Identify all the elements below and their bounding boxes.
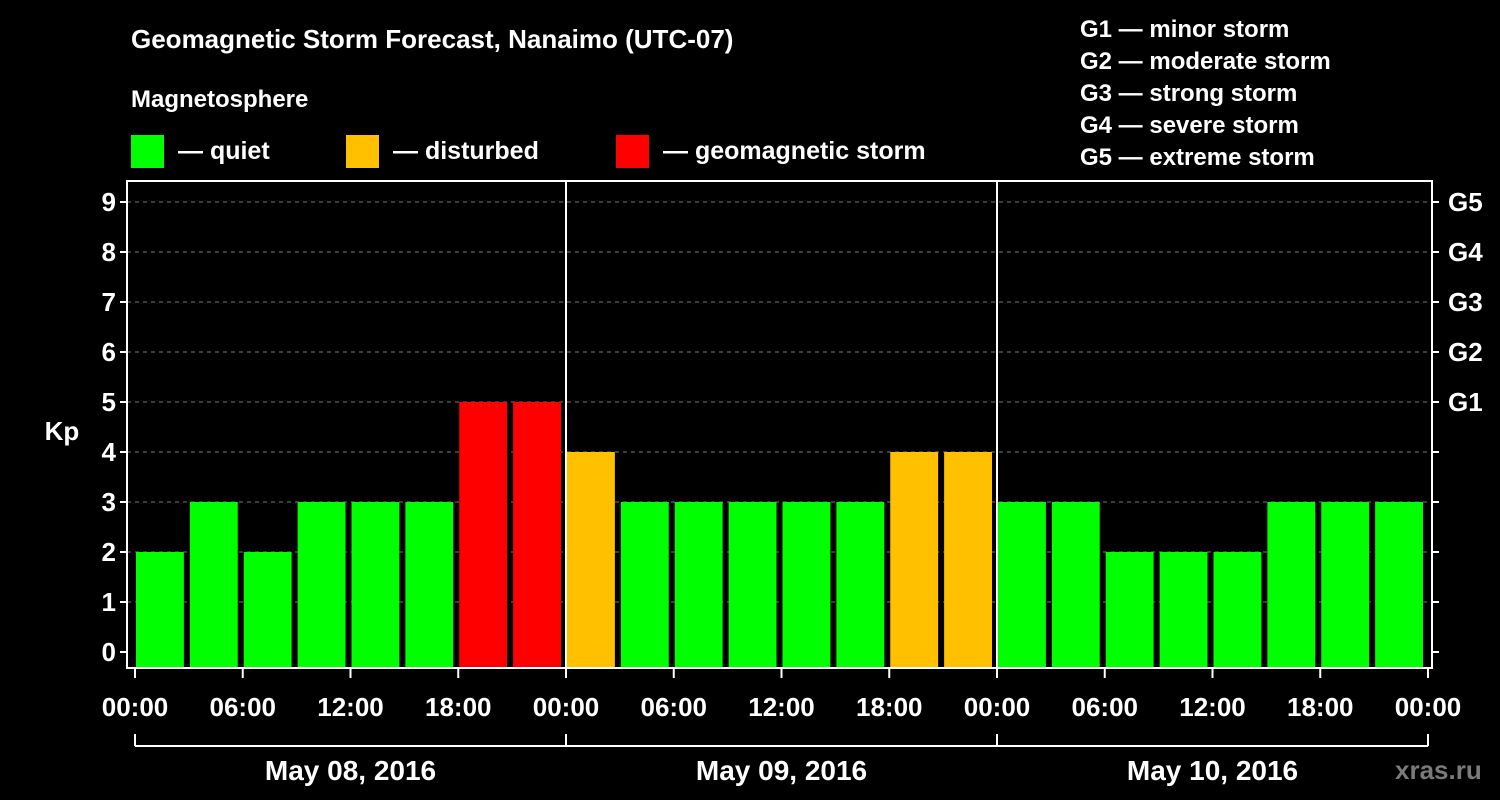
chart-title: Geomagnetic Storm Forecast, Nanaimo (UTC… bbox=[131, 24, 734, 54]
y-tick-label: 8 bbox=[102, 237, 116, 267]
g-scale-item: G3 — strong storm bbox=[1080, 80, 1298, 107]
kp-bar bbox=[1321, 502, 1370, 668]
x-tick-label: 18:00 bbox=[425, 692, 492, 722]
x-tick-label: 00:00 bbox=[964, 692, 1031, 722]
date-label: May 10, 2016 bbox=[1127, 755, 1298, 786]
watermark: xras.ru bbox=[1395, 755, 1482, 785]
y-tick-label: 7 bbox=[102, 287, 116, 317]
kp-bar bbox=[1105, 552, 1154, 668]
x-tick-label: 12:00 bbox=[1179, 692, 1246, 722]
g-scale-item: G1 — minor storm bbox=[1080, 16, 1290, 43]
x-tick-label: 12:00 bbox=[317, 692, 384, 722]
g-level-label: G3 bbox=[1448, 287, 1483, 317]
y-tick-label: 1 bbox=[102, 587, 116, 617]
kp-bar bbox=[944, 452, 992, 668]
kp-bar bbox=[782, 502, 831, 668]
legend-label-storm: — geomagnetic storm bbox=[663, 136, 926, 165]
legend-swatch-disturbed bbox=[346, 134, 379, 168]
kp-bar bbox=[1267, 502, 1316, 668]
x-tick-label: 18:00 bbox=[1287, 692, 1354, 722]
x-tick-label: 06:00 bbox=[210, 692, 277, 722]
g-scale-item: G5 — extreme storm bbox=[1080, 144, 1315, 171]
legend-label-disturbed: — disturbed bbox=[393, 136, 539, 165]
x-tick-label: 00:00 bbox=[1395, 692, 1462, 722]
g-level-label: G2 bbox=[1448, 337, 1483, 367]
y-tick-label: 6 bbox=[102, 337, 116, 367]
x-tick-label: 06:00 bbox=[641, 692, 708, 722]
legend-swatch-quiet bbox=[131, 134, 164, 168]
kp-bar bbox=[405, 502, 454, 668]
kp-bar bbox=[1051, 502, 1100, 668]
kp-bar bbox=[836, 502, 885, 668]
kp-bar bbox=[1213, 552, 1262, 668]
kp-bar bbox=[189, 502, 238, 668]
legend-storm: — geomagnetic storm bbox=[616, 134, 926, 168]
g-level-label: G5 bbox=[1448, 187, 1483, 217]
kp-bar bbox=[1159, 552, 1208, 668]
legend-swatch-storm bbox=[616, 134, 649, 168]
y-tick-label: 5 bbox=[102, 387, 116, 417]
kp-bar bbox=[728, 502, 777, 668]
kp-bar bbox=[459, 402, 508, 668]
date-label: May 09, 2016 bbox=[696, 755, 867, 786]
y-tick-label: 0 bbox=[102, 637, 116, 667]
legend-label-quiet: — quiet bbox=[178, 136, 270, 165]
g-scale-item: G4 — severe storm bbox=[1080, 112, 1299, 139]
g-scale-item: G2 — moderate storm bbox=[1080, 48, 1331, 75]
plot-frame bbox=[126, 180, 1433, 669]
kp-bar bbox=[513, 402, 561, 668]
y-tick-label: 9 bbox=[102, 187, 116, 217]
x-tick-label: 00:00 bbox=[102, 692, 169, 722]
kp-bar bbox=[567, 452, 615, 668]
kp-bar bbox=[674, 502, 723, 668]
kp-bar bbox=[998, 502, 1046, 668]
kp-bar bbox=[351, 502, 400, 668]
y-tick-label: 3 bbox=[102, 487, 116, 517]
y-tick-label: 2 bbox=[102, 537, 116, 567]
legend-disturbed: — disturbed bbox=[346, 134, 539, 168]
y-axis-label: Kp bbox=[45, 416, 80, 446]
x-tick-label: 12:00 bbox=[748, 692, 815, 722]
kp-bar bbox=[297, 502, 346, 668]
x-tick-label: 06:00 bbox=[1072, 692, 1139, 722]
g-scale-legend: G1 — minor storm G2 — moderate storm G3 … bbox=[1080, 14, 1331, 174]
x-tick-label: 18:00 bbox=[856, 692, 923, 722]
y-tick-label: 4 bbox=[102, 437, 117, 467]
g-level-label: G4 bbox=[1448, 237, 1483, 267]
g-level-label: G1 bbox=[1448, 387, 1483, 417]
kp-bar bbox=[243, 552, 292, 668]
date-label: May 08, 2016 bbox=[265, 755, 436, 786]
x-tick-label: 00:00 bbox=[533, 692, 600, 722]
kp-bar bbox=[1375, 502, 1423, 668]
magnetosphere-label: Magnetosphere bbox=[131, 86, 309, 113]
kp-bar bbox=[136, 552, 184, 668]
kp-bar bbox=[890, 452, 939, 668]
kp-bar bbox=[620, 502, 669, 668]
legend-quiet: — quiet bbox=[131, 134, 270, 168]
